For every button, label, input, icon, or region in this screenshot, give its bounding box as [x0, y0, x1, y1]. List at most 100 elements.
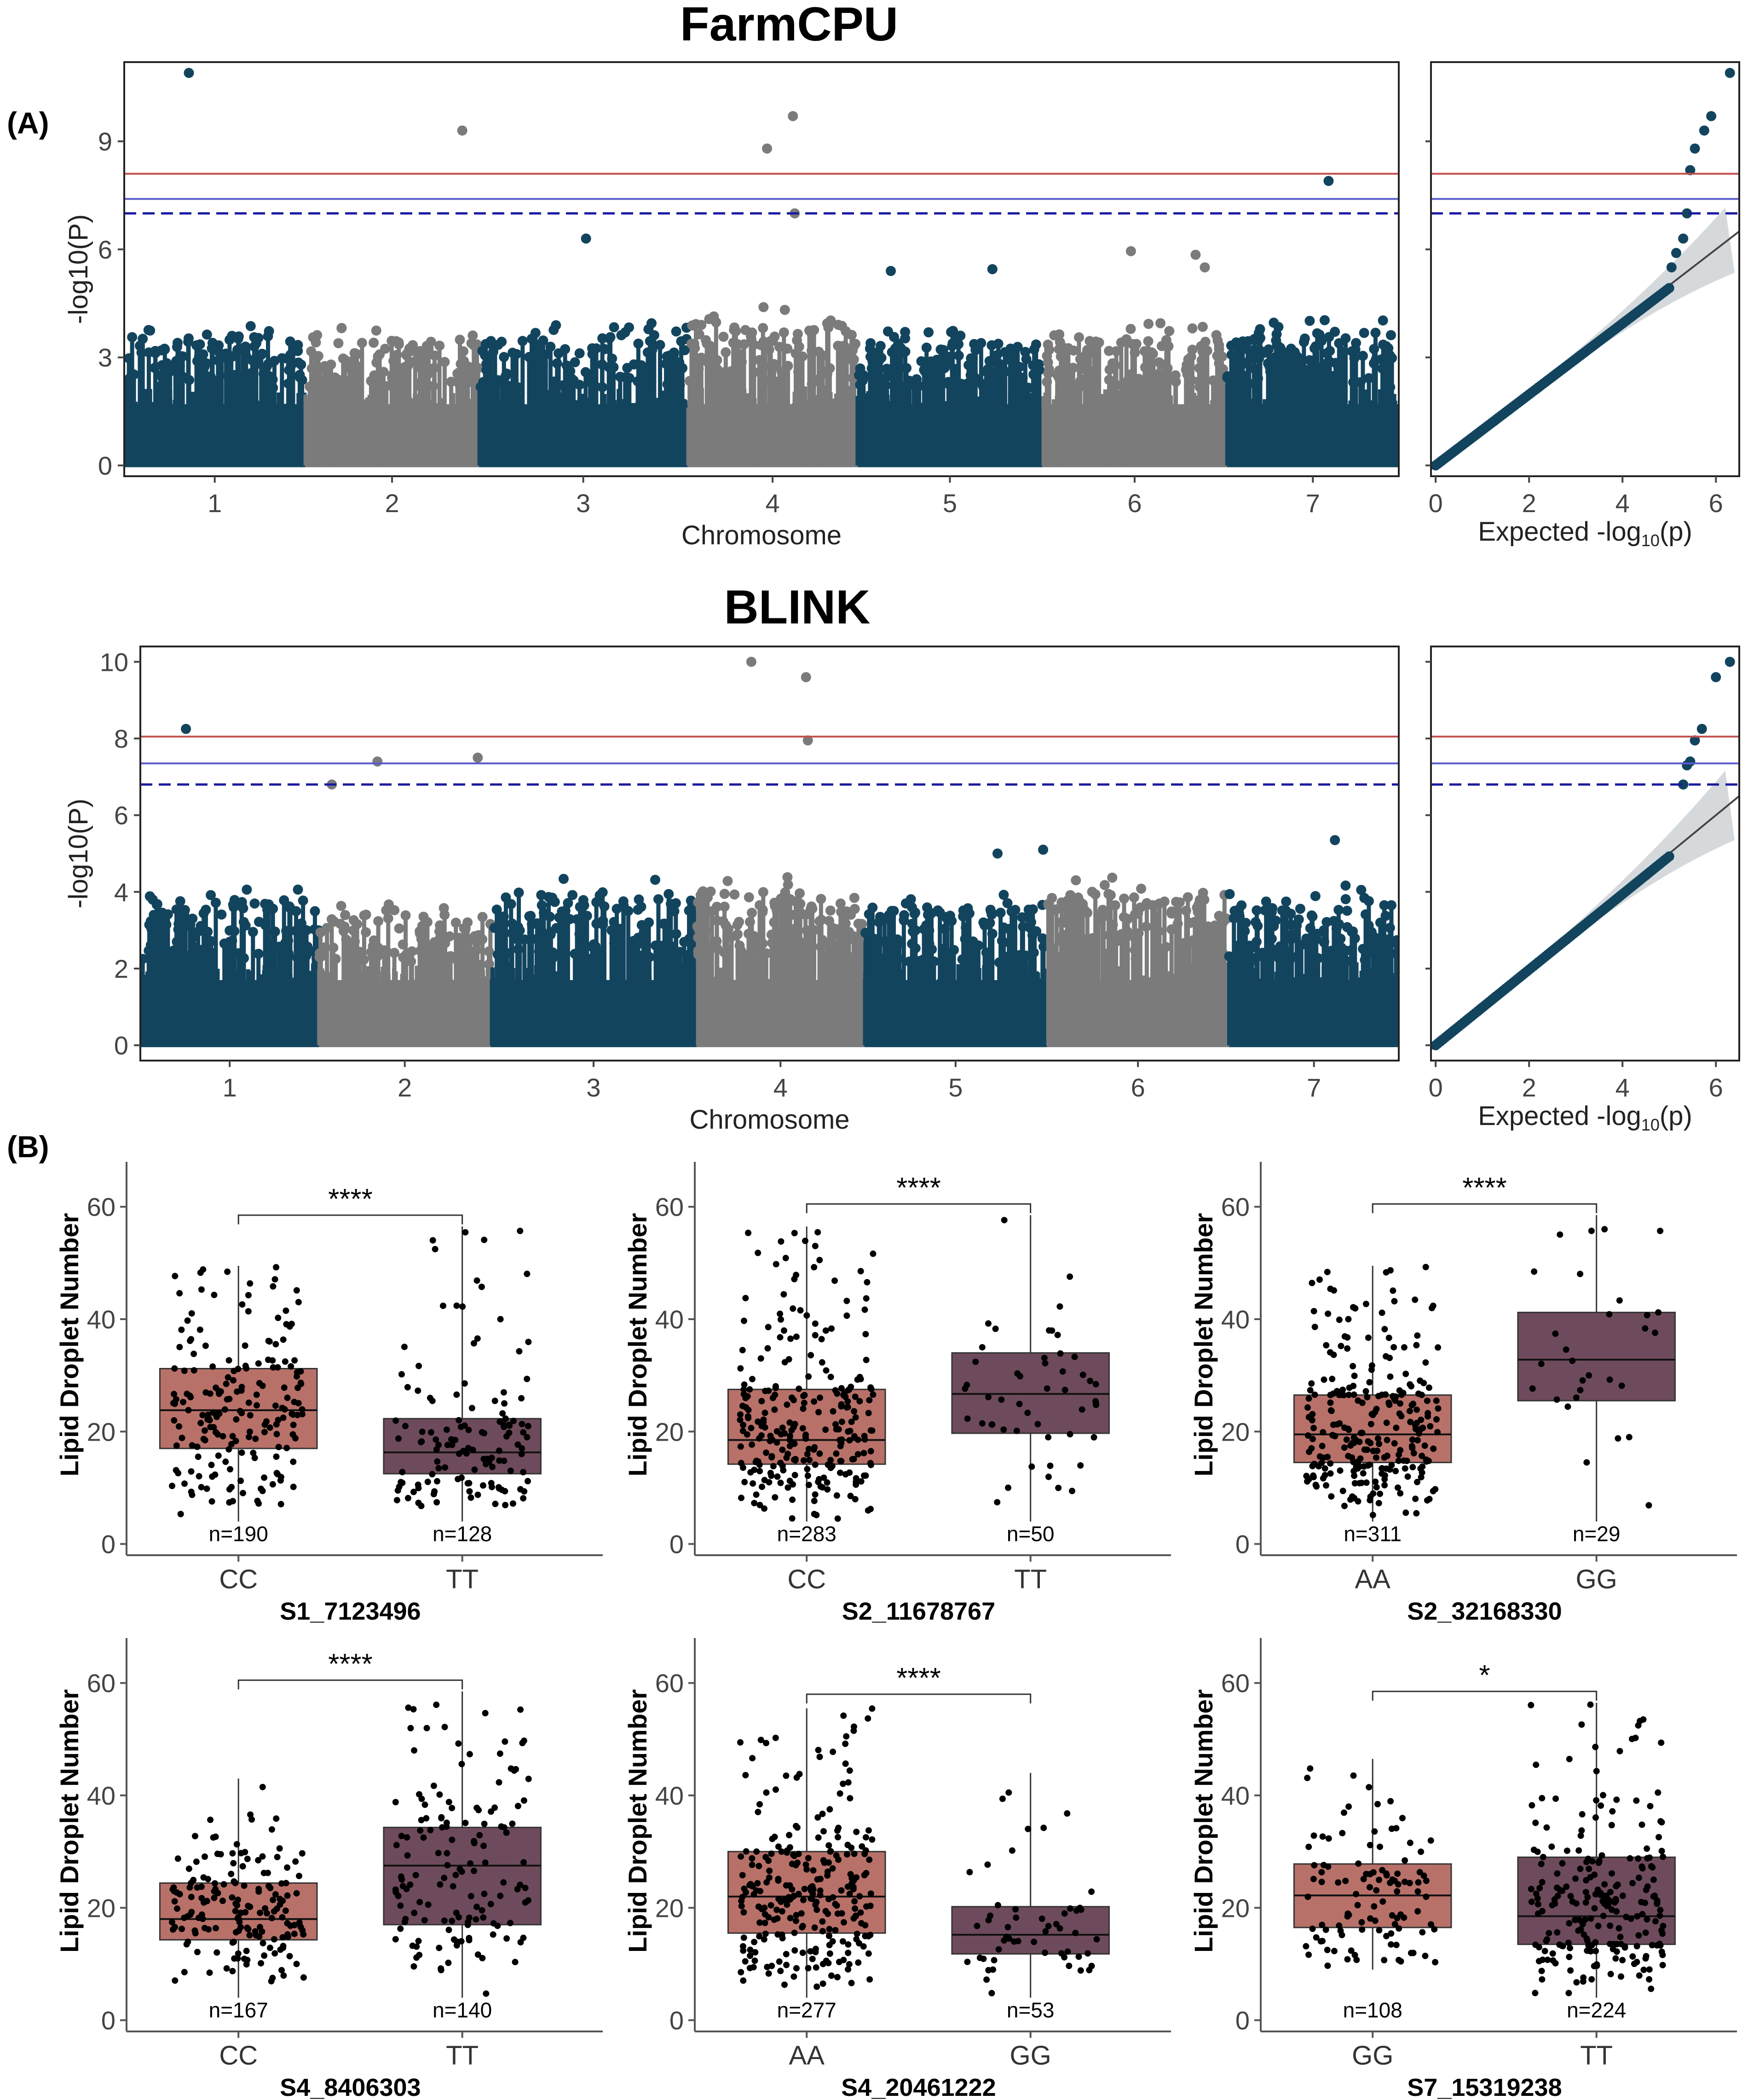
snp-point: [545, 341, 556, 352]
snp-point: [1273, 322, 1284, 332]
snp-point: [938, 345, 948, 355]
snp-point: [496, 336, 507, 347]
snp-point: [857, 919, 867, 929]
chromosome-4-band: [684, 302, 861, 467]
snp-point: [1043, 340, 1053, 350]
snp-point: [1196, 946, 1206, 957]
snp-point: [371, 325, 381, 336]
y-tick-label: 9: [98, 127, 112, 156]
snp-point: [1110, 381, 1120, 392]
snp-point: [213, 340, 224, 351]
snp-point: [1111, 346, 1122, 357]
snp-point: [1319, 359, 1330, 369]
qq-xlabel-part: (p): [1660, 517, 1692, 547]
snp-point: [1065, 890, 1076, 900]
snp-point: [162, 909, 173, 920]
snp-point: [983, 363, 993, 374]
snp-point: [578, 895, 588, 906]
snp-point: [400, 910, 411, 921]
snp-point: [357, 338, 367, 348]
snp-point: [361, 909, 371, 920]
snp-point: [1042, 377, 1052, 387]
snp-point: [1376, 354, 1387, 365]
snp-point: [1234, 379, 1244, 389]
snp-point: [501, 892, 511, 903]
snp-point: [1198, 888, 1208, 898]
snp-point: [1133, 908, 1143, 918]
snp-point: [548, 325, 559, 335]
snp-point: [1366, 927, 1377, 937]
snp-point: [1148, 376, 1158, 387]
snp-point: [1207, 941, 1218, 952]
snp-point: [477, 912, 488, 922]
snp-point: [178, 919, 188, 930]
snp-point: [1194, 376, 1205, 387]
snp-point: [899, 915, 909, 926]
snp-point: [719, 947, 730, 958]
snp-point: [285, 903, 296, 914]
snp-point: [699, 911, 710, 921]
snp-point: [620, 327, 630, 338]
snp-point: [380, 343, 391, 354]
snp-point: [825, 363, 835, 374]
snp-point: [1136, 883, 1147, 894]
snp-point: [463, 958, 474, 968]
snp-point: [330, 954, 341, 964]
snp-point: [986, 909, 997, 920]
snp-point: [322, 923, 332, 933]
snp-point: [1319, 937, 1329, 948]
snp-point: [1333, 905, 1344, 915]
snp-point: [577, 919, 588, 929]
snp-point: [389, 947, 400, 958]
snp-point: [757, 907, 768, 917]
snp-point: [417, 346, 427, 357]
snp-point: [609, 917, 619, 927]
snp-point: [1386, 900, 1396, 911]
qq-tail-point: [1685, 165, 1696, 175]
snp-point: [466, 338, 477, 349]
snp-point: [789, 942, 799, 952]
snp-point: [597, 333, 608, 344]
snp-point: [915, 956, 925, 966]
snp-point: [1293, 914, 1304, 925]
snp-point: [1038, 941, 1049, 952]
snp-point: [274, 941, 284, 952]
snp-point: [227, 351, 238, 362]
snp-point: [1266, 934, 1277, 944]
snp-point: [1334, 919, 1344, 929]
snp-point: [779, 305, 790, 315]
snp-point: [769, 359, 779, 369]
snp-point: [1193, 907, 1203, 917]
snp-point: [921, 342, 932, 353]
snp-point: [156, 345, 167, 356]
snp-point: [932, 354, 942, 365]
top-snp-point: [1190, 249, 1201, 260]
snp-point: [758, 323, 768, 333]
snp-point: [454, 933, 465, 943]
snp-point: [150, 363, 160, 373]
snp-point: [348, 915, 359, 925]
snp-point: [580, 367, 591, 377]
top-snp-point: [1125, 246, 1136, 256]
top-snp-point: [372, 756, 383, 767]
snp-point: [199, 362, 210, 372]
snp-point: [196, 921, 206, 931]
snp-point: [267, 374, 278, 385]
snp-point: [897, 347, 907, 358]
snp-point: [205, 375, 215, 386]
snp-point: [1044, 364, 1054, 375]
snp-point: [1296, 940, 1307, 950]
snp-point: [786, 910, 797, 920]
snp-point: [717, 367, 727, 378]
qq-content: [1431, 68, 1739, 471]
snp-point: [1379, 900, 1390, 911]
snp-point: [901, 363, 912, 373]
snp-point: [792, 329, 803, 339]
snp-point: [638, 363, 649, 374]
snp-point: [282, 353, 292, 364]
snp-point: [336, 900, 346, 911]
snp-point: [1052, 369, 1062, 380]
snp-point: [537, 900, 547, 911]
